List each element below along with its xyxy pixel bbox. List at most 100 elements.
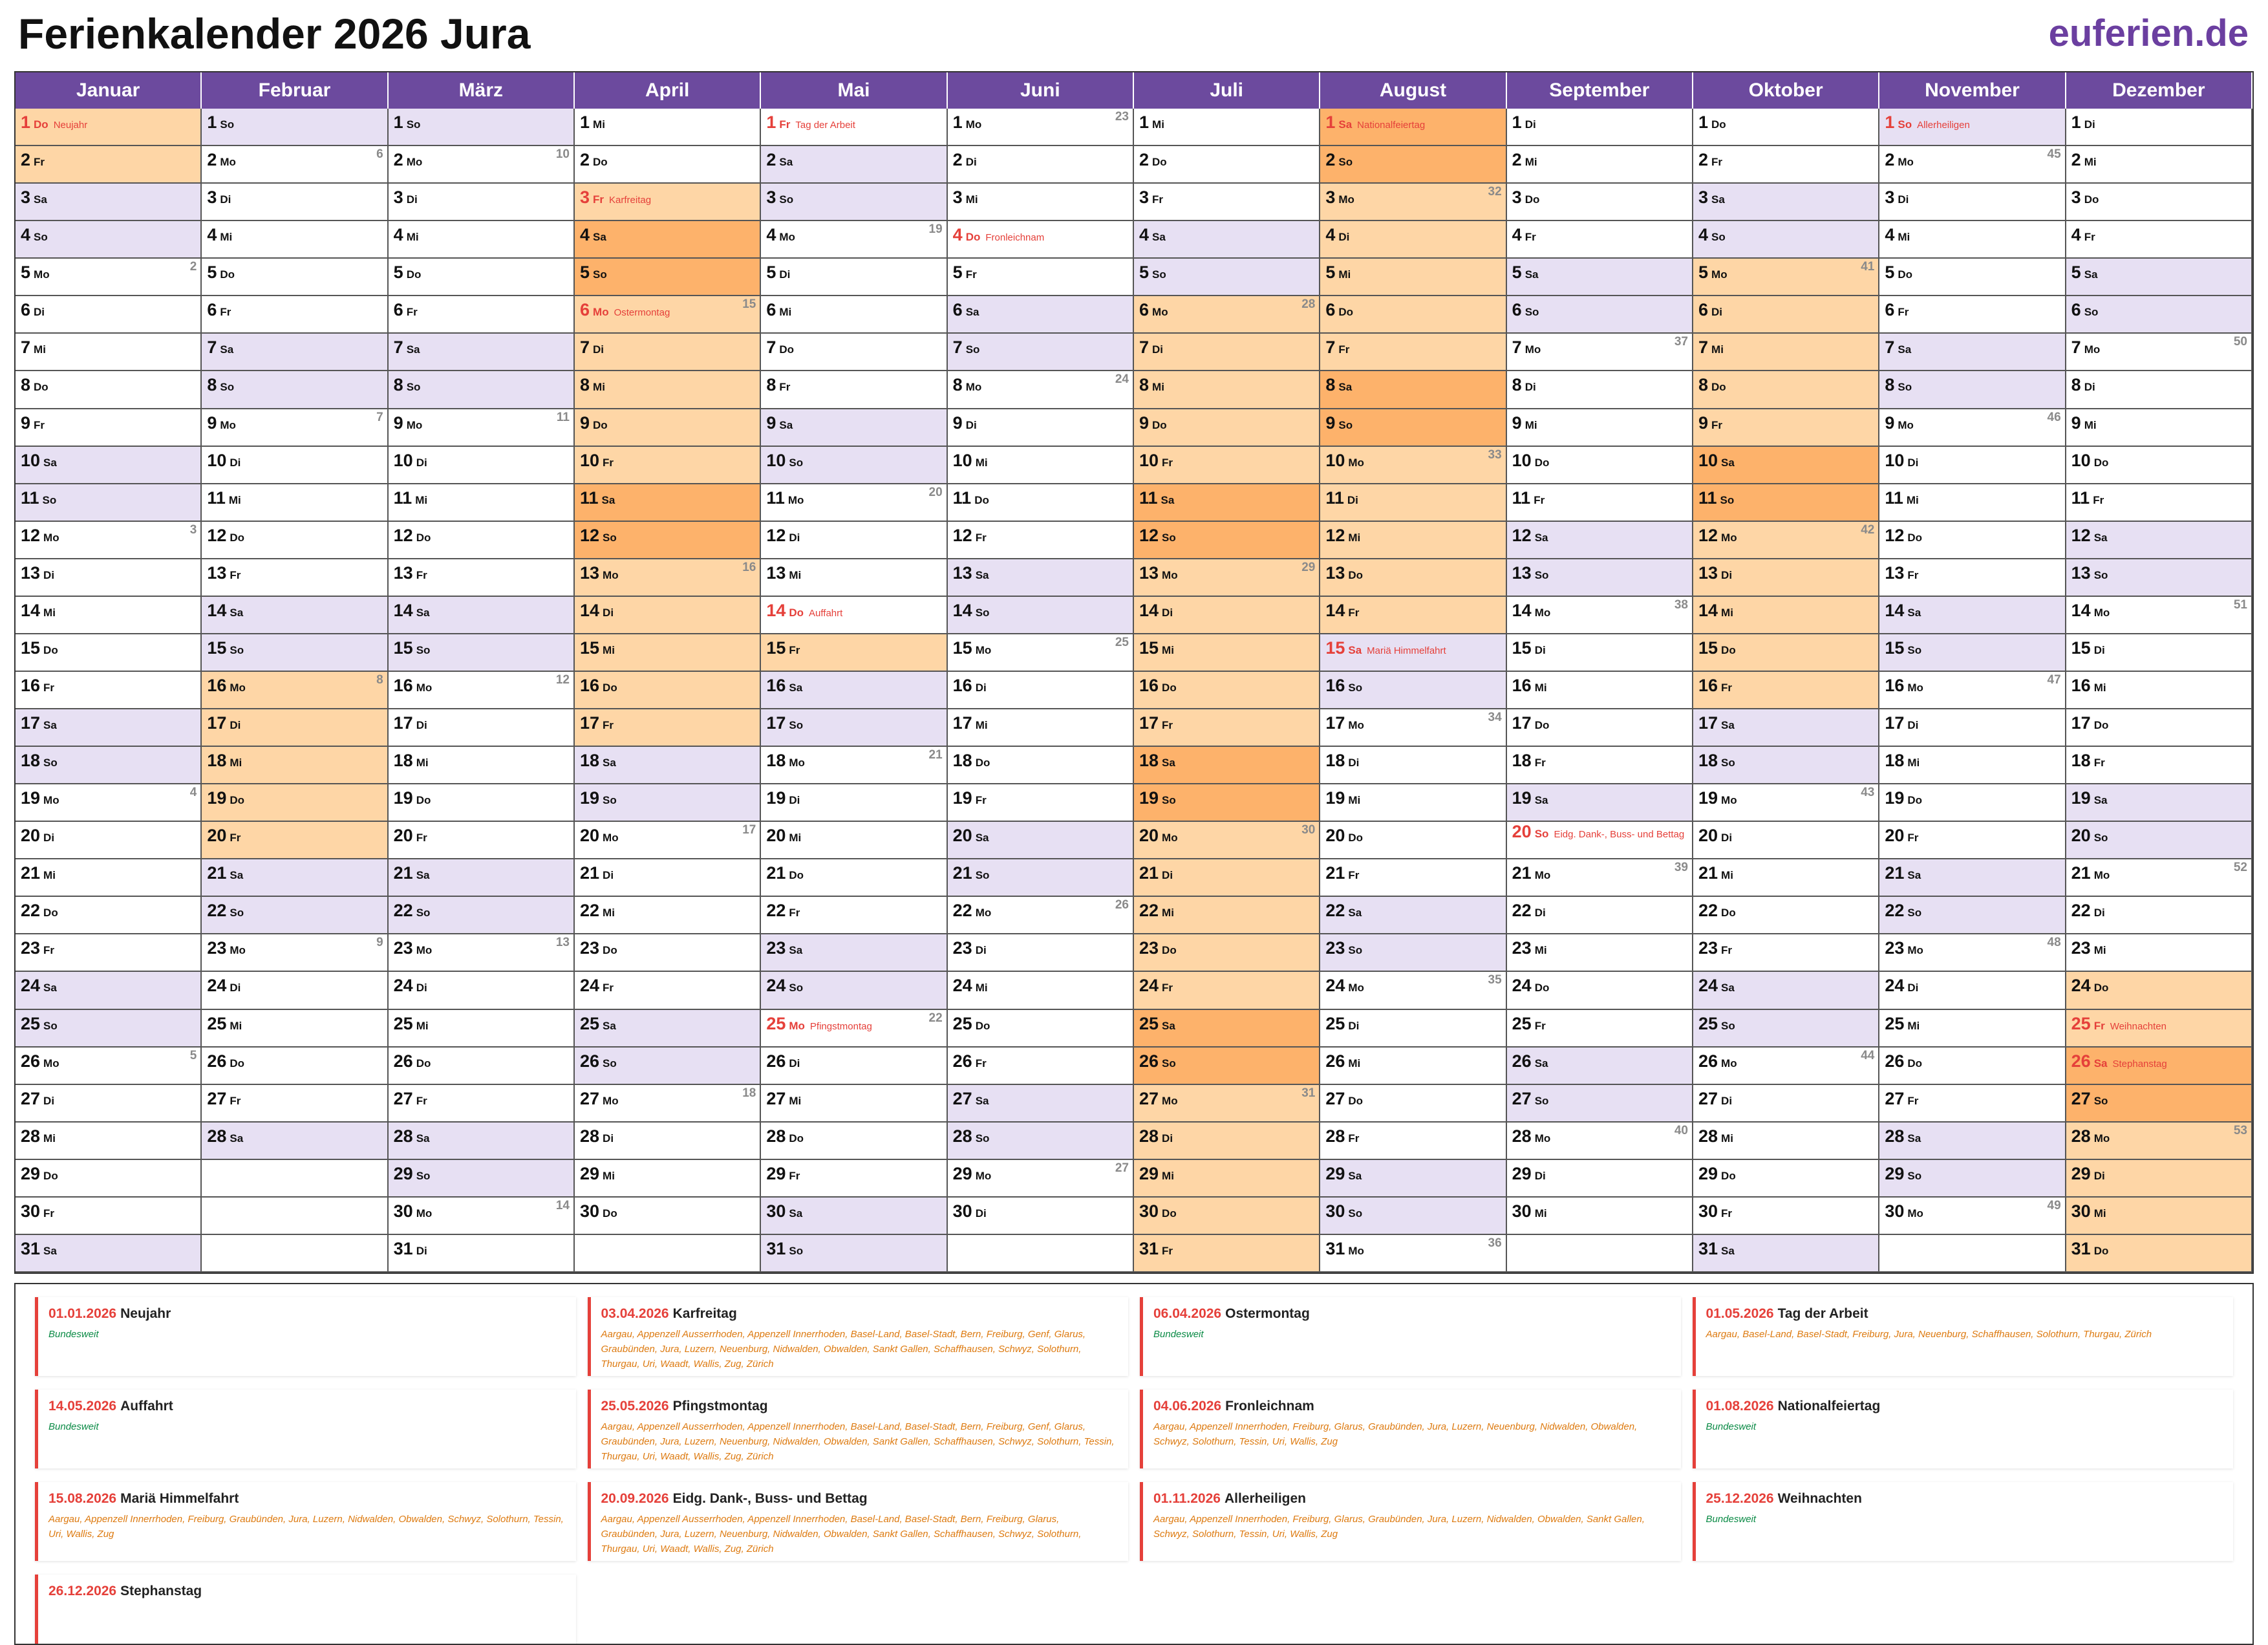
day-cell: 18 Mi bbox=[202, 747, 389, 785]
weekday: Mo bbox=[1534, 869, 1551, 882]
week-number: 19 bbox=[928, 222, 943, 237]
day-number: 5 bbox=[207, 263, 217, 283]
day-number: 29 bbox=[393, 1163, 413, 1183]
day-cell: 17 Fr bbox=[575, 709, 762, 747]
weekday: So bbox=[779, 193, 794, 206]
weekday: So bbox=[220, 381, 235, 394]
day-number: 11 bbox=[952, 488, 972, 508]
day-cell: 19 Mi bbox=[1320, 784, 1507, 822]
day-number: 10 bbox=[1139, 450, 1159, 470]
day-number: 19 bbox=[207, 788, 227, 808]
day-number: 9 bbox=[766, 413, 776, 433]
holiday-heading: 01.11.2026 Allerheiligen bbox=[1153, 1491, 1671, 1507]
weekday: Do bbox=[43, 1169, 58, 1182]
day-number: 27 bbox=[21, 1088, 41, 1108]
day-cell: 11 Mo 20 bbox=[761, 484, 948, 522]
day-number: 3 bbox=[2071, 188, 2081, 208]
weekday: Di bbox=[1152, 343, 1164, 356]
day-number: 2 bbox=[766, 150, 776, 170]
weekday: Mi bbox=[230, 757, 242, 769]
day-cell: 29 Mi bbox=[1134, 1159, 1321, 1198]
day-number: 22 bbox=[21, 901, 41, 921]
weekday: Mi bbox=[2093, 944, 2106, 957]
day-number: 28 bbox=[1512, 1126, 1532, 1146]
week-number: 46 bbox=[2047, 410, 2061, 424]
day-number: 28 bbox=[21, 1126, 41, 1146]
day-cell: 18 Sa bbox=[1134, 747, 1321, 785]
day-cell: 13 Fr bbox=[202, 559, 389, 597]
weekday: Mo bbox=[1338, 193, 1354, 206]
weekday: Sa bbox=[1721, 1244, 1735, 1257]
day-cell: 28 Sa bbox=[202, 1122, 389, 1160]
day-number: 27 bbox=[1512, 1088, 1532, 1108]
weekday: Di bbox=[43, 568, 55, 581]
day-number: 26 bbox=[207, 1051, 227, 1071]
day-cell: 21 Fr bbox=[1320, 859, 1507, 898]
day-cell: 28 Mi bbox=[1693, 1122, 1880, 1160]
day-number: 9 bbox=[1885, 413, 1895, 433]
weekday: Sa bbox=[603, 757, 616, 769]
weekday: Do bbox=[593, 156, 608, 169]
day-cell: 27 Fr bbox=[1879, 1084, 2066, 1123]
weekday: Di bbox=[1711, 306, 1723, 319]
day-number: 30 bbox=[2071, 1201, 2091, 1221]
day-number: 1 bbox=[1512, 113, 1522, 132]
day-cell: 2 Di bbox=[947, 146, 1134, 184]
weekday: Sa bbox=[230, 869, 244, 882]
day-cell: 14 Fr bbox=[1320, 596, 1507, 634]
day-number: 20 bbox=[393, 826, 413, 846]
day-number: 5 bbox=[2071, 263, 2081, 283]
day-number: 16 bbox=[393, 675, 413, 695]
weekday: Fr bbox=[1162, 1244, 1173, 1257]
week-number: 42 bbox=[1861, 522, 1875, 537]
weekday: Sa bbox=[2093, 1057, 2108, 1070]
day-number: 27 bbox=[1698, 1088, 1718, 1108]
day-number: 21 bbox=[580, 863, 600, 883]
weekday: Mo bbox=[43, 1057, 59, 1070]
day-number: 6 bbox=[21, 300, 31, 320]
day-cell: 25 Mi bbox=[202, 1009, 389, 1048]
weekday: Mo bbox=[416, 1207, 433, 1220]
day-number: 4 bbox=[207, 225, 217, 245]
weekday: Sa bbox=[975, 832, 989, 844]
day-number: 26 bbox=[580, 1051, 600, 1071]
day-number: 4 bbox=[1512, 225, 1522, 245]
day-number: 18 bbox=[952, 751, 972, 771]
weekday: Mi bbox=[406, 231, 419, 244]
day-cell: 11 Fr bbox=[1506, 484, 1693, 522]
weekday: Mo bbox=[406, 156, 423, 169]
day-cell: 23 Mo 9 bbox=[202, 934, 389, 973]
page-title: Ferienkalender 2026 Jura bbox=[18, 10, 531, 58]
weekday: Do bbox=[1711, 118, 1726, 131]
day-number: 25 bbox=[1698, 1013, 1718, 1033]
day-cell: 17 Do bbox=[1506, 709, 1693, 747]
day-cell: 12 Mo 42 bbox=[1693, 521, 1880, 559]
weekday: Sa bbox=[1162, 1019, 1175, 1032]
day-cell: 2 Mi bbox=[1506, 146, 1693, 184]
weekday: Di bbox=[2093, 907, 2105, 919]
day-cell: 23 So bbox=[1320, 934, 1507, 973]
holiday-date: 14.05.2026 bbox=[48, 1399, 117, 1414]
weekday: Mo bbox=[230, 944, 246, 957]
weekday: Di bbox=[1721, 832, 1733, 844]
day-cell: 19 Do bbox=[202, 784, 389, 822]
day-cell: 4 Do Fronleichnam bbox=[947, 221, 1134, 259]
day-cell: 2 Sa bbox=[761, 146, 948, 184]
holiday-name: Fronleichnam bbox=[985, 232, 1045, 244]
weekday: Do bbox=[1524, 193, 1540, 206]
weekday: Mi bbox=[975, 456, 988, 469]
weekday: Fr bbox=[1907, 568, 1919, 581]
month-header: Juli bbox=[1134, 72, 1321, 109]
day-number: 23 bbox=[580, 938, 600, 958]
day-cell: 5 Do bbox=[388, 259, 575, 297]
weekday: Sa bbox=[779, 418, 793, 431]
weekday: Do bbox=[1152, 156, 1167, 169]
day-number: 20 bbox=[1139, 826, 1159, 846]
weekday: Do bbox=[1162, 681, 1177, 694]
day-cell: 18 Fr bbox=[2066, 747, 2252, 785]
weekday: Mi bbox=[2084, 156, 2097, 169]
weekday: Di bbox=[975, 1207, 987, 1220]
day-number: 19 bbox=[2071, 788, 2091, 808]
day-number: 16 bbox=[766, 675, 786, 695]
week-number: 33 bbox=[1488, 447, 1502, 462]
